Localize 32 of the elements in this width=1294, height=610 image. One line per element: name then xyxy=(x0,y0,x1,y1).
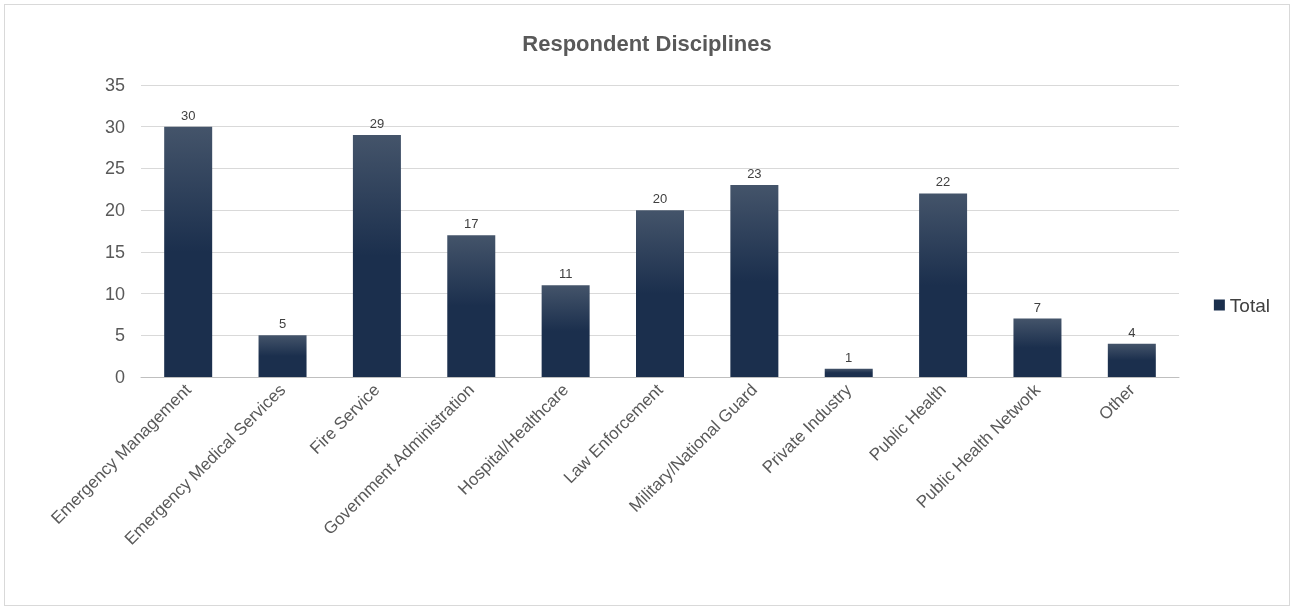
data-label: 11 xyxy=(558,266,573,282)
bar xyxy=(352,135,401,377)
data-label: 5 xyxy=(278,316,287,332)
data-label: 23 xyxy=(747,166,762,182)
bar xyxy=(919,193,968,377)
data-label: 4 xyxy=(1128,324,1136,340)
chart-title: Respondent Disciplines xyxy=(522,30,772,56)
data-label: 1 xyxy=(845,349,853,365)
bar xyxy=(824,368,873,377)
bar xyxy=(258,335,307,377)
bar xyxy=(164,126,213,377)
data-label: 20 xyxy=(652,191,668,207)
bar xyxy=(1013,318,1062,377)
data-label: 7 xyxy=(1033,299,1042,315)
y-tick-label: 5 xyxy=(114,325,125,346)
y-tick-label: 30 xyxy=(104,116,125,137)
y-tick-label: 20 xyxy=(104,200,125,221)
bar xyxy=(636,210,684,377)
bar xyxy=(730,185,779,377)
y-tick-label: 15 xyxy=(104,241,125,262)
data-label: 22 xyxy=(935,174,951,190)
data-label: 29 xyxy=(369,116,385,132)
data-label: 30 xyxy=(180,107,196,123)
y-tick-label: 35 xyxy=(104,75,125,95)
data-label: 17 xyxy=(464,216,479,232)
y-tick-label: 25 xyxy=(104,158,125,179)
bar xyxy=(1107,343,1156,377)
y-tick-label: 10 xyxy=(104,283,125,304)
legend-label: Total xyxy=(1229,294,1271,316)
bar xyxy=(541,285,590,377)
bar xyxy=(447,235,496,377)
y-tick-label: 0 xyxy=(114,367,125,387)
